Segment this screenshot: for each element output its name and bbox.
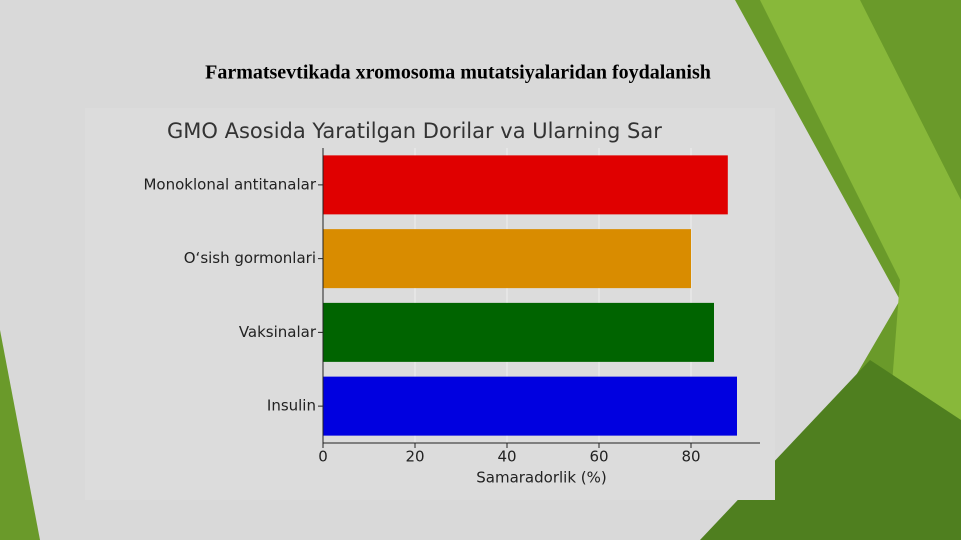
slide-title: Farmatsevtikada xromosoma mutatsiyalarid… xyxy=(205,62,711,84)
y-tick-label: Monoklonal antitanalar xyxy=(143,175,316,193)
y-tick-label: Insulin xyxy=(267,397,316,415)
bar xyxy=(323,155,728,215)
bar xyxy=(323,229,691,289)
x-tick-label: 20 xyxy=(405,448,424,466)
y-tick-label: Vaksinalar xyxy=(239,323,317,341)
decor-shape xyxy=(0,330,40,540)
x-tick-label: 0 xyxy=(318,448,328,466)
bar xyxy=(323,376,737,436)
chart-title: GMO Asosida Yaratilgan Dorilar va Ularni… xyxy=(167,119,662,143)
plot: 0 20 40 60 80 Monoklonal antitanalar O‘sish go… xyxy=(143,148,760,487)
x-axis-label: Samaradorlik (%) xyxy=(476,469,607,487)
x-tick-label: 40 xyxy=(497,448,516,466)
y-tick-label: O‘sish gormonlari xyxy=(184,249,316,267)
x-tick-label: 80 xyxy=(681,448,700,466)
x-tick-label: 60 xyxy=(589,448,608,466)
bar xyxy=(323,302,714,362)
